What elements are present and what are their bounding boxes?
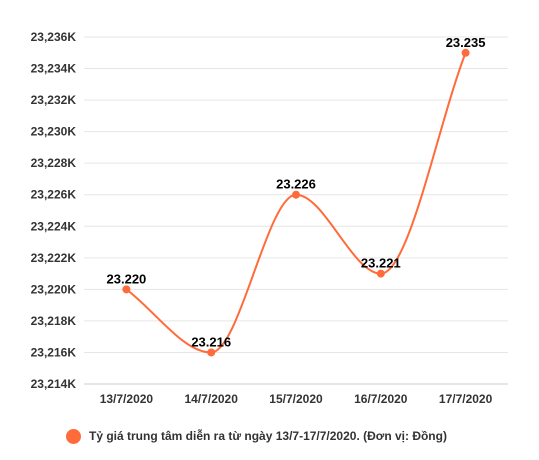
legend[interactable]: Tỷ giá trung tâm diễn ra từ ngày 13/7-17…	[66, 426, 447, 446]
y-tick-label: 23,236K	[31, 30, 77, 44]
x-tick-label: 13/7/2020	[100, 392, 154, 406]
chart: 23,214K 23,216K 23,218K 23,220K 23,222K 23,22…	[31, 30, 508, 406]
data-label: 23.235	[446, 35, 486, 50]
y-tick-label: 23,222K	[31, 251, 77, 265]
legend-label: Tỷ giá trung tâm diễn ra từ ngày 13/7-17…	[89, 429, 447, 443]
x-tick-label: 15/7/2020	[269, 392, 323, 406]
data-point[interactable]	[122, 285, 131, 294]
data-point[interactable]	[376, 269, 385, 278]
data-label: 23.220	[107, 271, 147, 286]
series-line	[125, 52, 467, 354]
data-labels: 23.220 23.216 23.226 23.221 23.235	[107, 35, 486, 350]
y-tick-label: 23,218K	[31, 314, 77, 328]
y-axis-ticks: 23,214K 23,216K 23,218K 23,220K 23,222K 23,22…	[31, 30, 77, 391]
y-tick-label: 23,234K	[31, 62, 77, 76]
y-tick-label: 23,220K	[31, 282, 77, 296]
x-tick-label: 17/7/2020	[439, 392, 493, 406]
y-tick-label: 23,224K	[31, 219, 77, 233]
series-line-group	[122, 48, 470, 357]
x-axis-ticks: 13/7/2020 14/7/2020 15/7/2020 16/7/2020 17/7…	[100, 392, 493, 406]
data-point[interactable]	[207, 348, 216, 357]
y-tick-label: 23,226K	[31, 188, 77, 202]
y-tick-label: 23,228K	[31, 156, 77, 170]
x-tick-label: 14/7/2020	[185, 392, 239, 406]
y-tick-label: 23,232K	[31, 93, 77, 107]
legend-marker-icon	[66, 428, 81, 444]
gridlines	[84, 36, 508, 385]
y-tick-label: 23,214K	[31, 377, 77, 391]
data-label: 23.226	[276, 177, 316, 192]
data-point[interactable]	[292, 190, 300, 199]
x-tick-label: 16/7/2020	[354, 392, 408, 406]
y-tick-label: 23,230K	[31, 125, 77, 139]
data-label: 23.221	[361, 256, 401, 271]
data-point[interactable]	[461, 48, 470, 57]
y-tick-label: 23,216K	[31, 345, 77, 359]
data-label: 23.216	[191, 334, 231, 349]
